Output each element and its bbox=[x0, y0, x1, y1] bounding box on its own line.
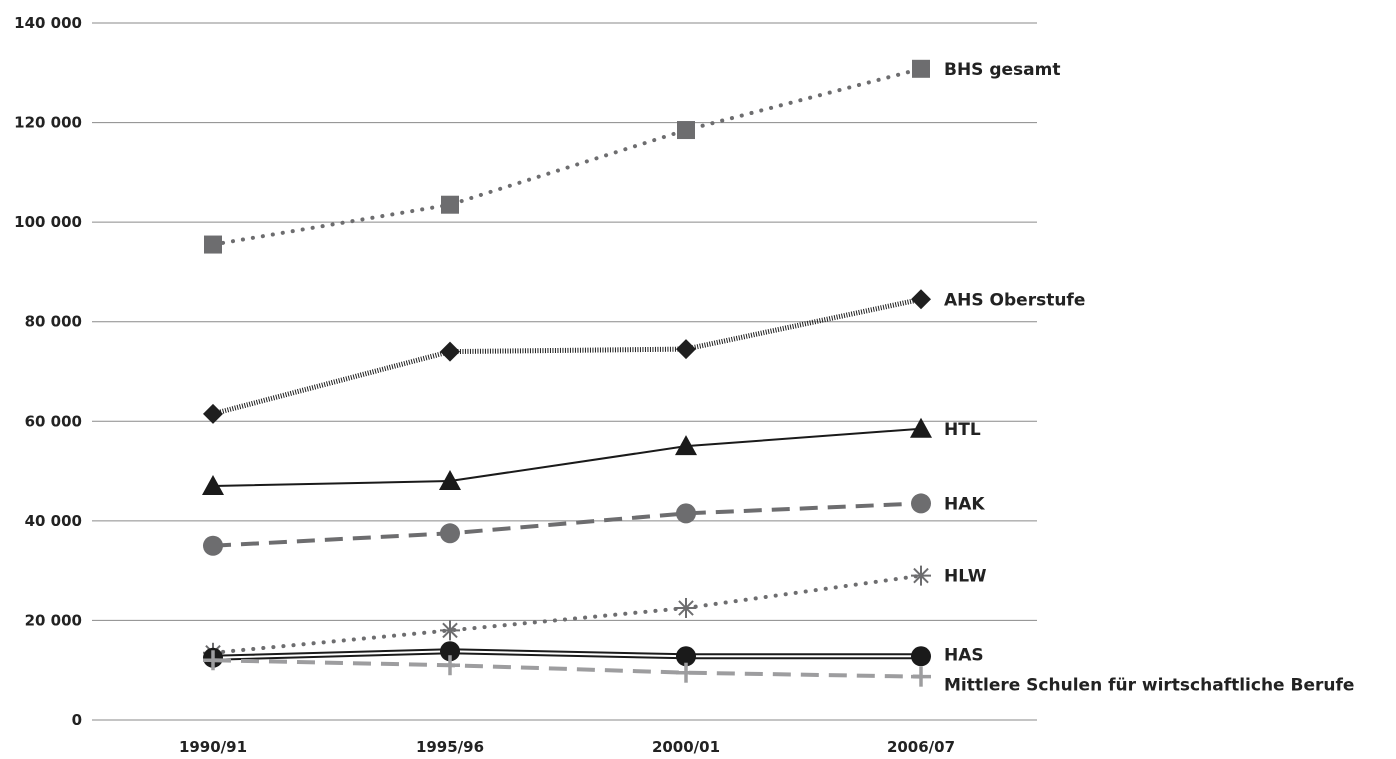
series-line bbox=[211, 66, 923, 247]
y-tick-label: 80 000 bbox=[25, 313, 82, 331]
series-bhs-gesamt bbox=[204, 59, 930, 254]
series-line bbox=[211, 573, 923, 655]
square-marker bbox=[441, 195, 459, 214]
y-tick-label: 120 000 bbox=[14, 114, 82, 132]
diamond-marker bbox=[203, 403, 223, 424]
y-tick-label: 0 bbox=[72, 711, 82, 729]
asterisk-stroke bbox=[913, 567, 929, 584]
circle-marker bbox=[676, 503, 696, 524]
square-marker bbox=[677, 121, 695, 140]
asterisk-stroke bbox=[442, 622, 458, 639]
circle-marker bbox=[911, 493, 931, 514]
x-tick-label: 1995/96 bbox=[416, 738, 484, 756]
asterisk-marker bbox=[676, 597, 696, 618]
x-tick-label: 2006/07 bbox=[887, 738, 955, 756]
series-label: HTL bbox=[944, 420, 981, 440]
series-labels: BHS gesamt AHS Oberstufe HTL HAK HLW HAS Mittl… bbox=[944, 60, 1354, 696]
series-htl bbox=[202, 417, 932, 496]
triangle-marker bbox=[202, 475, 224, 496]
grid-lines bbox=[92, 22, 1037, 721]
y-tick-label: 20 000 bbox=[25, 611, 82, 629]
series-label: AHS Oberstufe bbox=[944, 290, 1085, 310]
series-line bbox=[212, 427, 922, 488]
triangle-marker bbox=[910, 417, 932, 438]
asterisk-stroke bbox=[678, 600, 694, 616]
y-tick-label: 100 000 bbox=[14, 213, 82, 231]
series-group bbox=[202, 59, 932, 687]
series-hak bbox=[203, 493, 931, 556]
circle-marker bbox=[440, 523, 460, 544]
series-line bbox=[212, 296, 922, 417]
series-label: HAK bbox=[944, 494, 985, 514]
y-tick-label: 60 000 bbox=[25, 412, 82, 430]
series-mittlere-schulen-f-r-wirtschaftliche-berufe bbox=[203, 650, 931, 687]
series-has bbox=[203, 641, 931, 668]
plus-marker bbox=[203, 650, 223, 671]
series-line bbox=[212, 501, 922, 548]
square-marker bbox=[204, 235, 222, 254]
plus-marker bbox=[440, 655, 460, 676]
diamond-marker bbox=[676, 339, 696, 360]
y-tick-label: 140 000 bbox=[14, 14, 82, 32]
circle-marker bbox=[203, 535, 223, 556]
series-label: HLW bbox=[944, 567, 987, 587]
plus-marker bbox=[676, 662, 696, 683]
series-hlw bbox=[203, 565, 931, 663]
series-line bbox=[212, 658, 922, 679]
triangle-marker bbox=[675, 435, 697, 456]
diamond-marker bbox=[911, 289, 931, 310]
series-label: Mittlere Schulen für wirtschaftliche Ber… bbox=[944, 676, 1354, 696]
circle-marker bbox=[440, 641, 460, 662]
diamond-marker bbox=[440, 341, 460, 362]
series-line-inner bbox=[212, 650, 921, 659]
circle-marker bbox=[911, 646, 931, 667]
y-tick-label: 40 000 bbox=[25, 512, 82, 530]
series-label: HAS bbox=[944, 645, 984, 665]
x-axis-ticks: 1990/91 1995/96 2000/01 2006/07 bbox=[179, 738, 955, 756]
series-label: BHS gesamt bbox=[944, 60, 1060, 80]
x-tick-label: 2000/01 bbox=[652, 738, 720, 756]
x-tick-label: 1990/91 bbox=[179, 738, 247, 756]
asterisk-marker bbox=[440, 620, 460, 641]
asterisk-marker bbox=[911, 565, 931, 586]
plus-marker bbox=[911, 666, 931, 687]
circle-marker bbox=[676, 646, 696, 667]
square-marker bbox=[912, 59, 930, 78]
triangle-marker bbox=[439, 470, 461, 491]
series-ahs-oberstufe bbox=[203, 289, 931, 424]
y-axis-ticks: 0 20 000 40 000 60 000 80 000 100 000 120 000 1… bbox=[14, 14, 82, 729]
